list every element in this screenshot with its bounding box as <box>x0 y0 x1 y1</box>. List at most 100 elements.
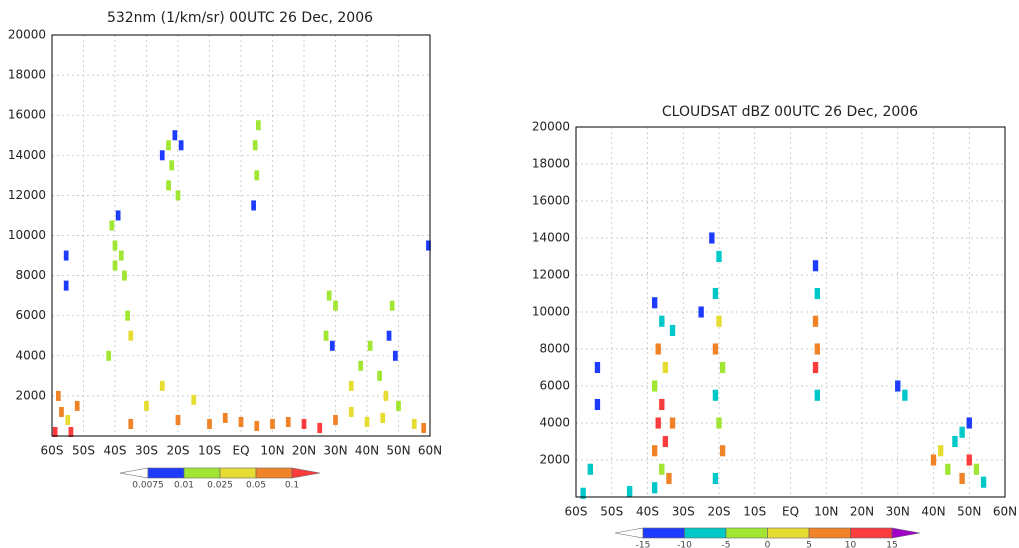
x-tick-label: 10N <box>814 505 838 519</box>
colorbar-label: -10 <box>677 541 692 548</box>
chart-title: 532nm (1/km/sr) 00UTC 26 Dec, 2006 <box>107 10 373 26</box>
cell <box>659 463 665 475</box>
x-tick-label: 20N <box>292 444 316 458</box>
cell <box>895 380 901 392</box>
x-tick-label: 10N <box>260 444 284 458</box>
cell <box>980 476 987 488</box>
cell <box>63 250 69 261</box>
cell <box>659 398 665 411</box>
cell <box>662 435 669 448</box>
cell <box>426 240 431 251</box>
cell <box>329 340 335 351</box>
cell <box>255 120 261 131</box>
y-tick-label: 4000 <box>539 416 570 430</box>
y-tick-label: 14000 <box>532 231 570 245</box>
x-tick-label: 40N <box>921 505 945 519</box>
cell <box>252 140 258 151</box>
cell <box>719 445 726 457</box>
x-tick-label: 30S <box>672 505 695 519</box>
plot-frame <box>575 126 1006 498</box>
cell <box>144 400 149 411</box>
cell <box>712 287 719 300</box>
cell <box>411 418 417 429</box>
x-tick-label: 30S <box>135 444 158 458</box>
cell <box>207 418 212 429</box>
cell <box>380 412 386 423</box>
x-tick-label: 60N <box>993 505 1017 519</box>
x-tick-label: 60S <box>41 444 64 458</box>
cell <box>63 280 69 291</box>
cell <box>333 414 338 425</box>
cell <box>65 414 71 425</box>
cell <box>594 398 601 411</box>
cell <box>966 454 972 466</box>
cell <box>166 180 171 191</box>
cell <box>659 315 665 327</box>
cell <box>348 406 354 417</box>
y-tick-label: 14000 <box>8 148 46 162</box>
cell <box>386 330 392 341</box>
chart-title: CLOUDSAT dBZ 00UTC 26 Dec, 2006 <box>662 104 918 120</box>
cell <box>712 389 719 401</box>
colorbar-end <box>614 527 644 539</box>
colorbar-end <box>291 467 321 479</box>
x-tick-label: 30N <box>886 505 910 519</box>
colorbar-label: -5 <box>722 541 731 548</box>
cell <box>421 422 427 433</box>
x-tick-label: 10S <box>743 505 766 519</box>
cell <box>712 472 719 485</box>
y-tick-label: 10000 <box>532 305 570 319</box>
y-tick-label: 10000 <box>8 228 46 242</box>
colorbar-label: 0.0075 <box>132 481 164 491</box>
x-tick-label: 40S <box>104 444 127 458</box>
cell <box>323 330 329 341</box>
cell <box>251 200 256 211</box>
cell <box>52 426 58 438</box>
x-tick-label: EQ <box>782 505 799 519</box>
x-tick-label: 60S <box>565 505 588 519</box>
cell <box>59 406 64 417</box>
cell <box>122 270 127 281</box>
cell <box>358 360 364 371</box>
x-tick-label: 40S <box>636 505 659 519</box>
cell <box>118 250 124 261</box>
cell <box>125 310 130 321</box>
cell <box>112 260 118 271</box>
cell <box>655 417 661 429</box>
x-tick-label: 20S <box>708 505 731 519</box>
colorbar-label: -15 <box>636 541 651 548</box>
cell <box>716 315 722 327</box>
cell <box>651 482 658 494</box>
cell <box>959 472 965 485</box>
cell <box>709 232 715 244</box>
cell <box>169 160 175 171</box>
cell <box>716 417 722 429</box>
cell <box>222 412 228 423</box>
cell <box>814 287 820 300</box>
cell <box>814 389 820 401</box>
cell <box>285 416 291 427</box>
cell <box>594 361 601 374</box>
cell <box>326 290 332 301</box>
cell <box>301 418 307 429</box>
cell <box>959 426 965 438</box>
cell <box>254 420 260 431</box>
cell <box>930 454 937 466</box>
cell <box>698 306 704 318</box>
colorbar-segment <box>255 467 293 479</box>
cell <box>626 485 633 497</box>
colorbar-label: 15 <box>886 541 897 548</box>
y-tick-label: 2000 <box>539 453 570 467</box>
cell <box>902 389 908 401</box>
cell <box>719 361 726 374</box>
x-tick-label: 60N <box>418 444 442 458</box>
cell <box>270 418 275 429</box>
cell <box>669 324 676 337</box>
colorbar-label: 5 <box>806 541 812 548</box>
cell <box>333 300 338 311</box>
cell <box>651 445 658 457</box>
cell <box>159 380 165 391</box>
x-tick-label: 50N <box>386 444 410 458</box>
cell <box>587 463 593 475</box>
y-tick-label: 2000 <box>15 388 46 402</box>
